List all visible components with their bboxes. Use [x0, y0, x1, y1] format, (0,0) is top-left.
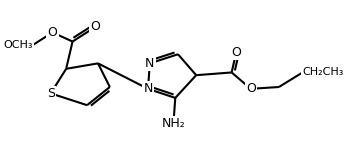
Text: O: O: [48, 26, 57, 39]
Text: NH₂: NH₂: [162, 117, 185, 130]
Text: OCH₃: OCH₃: [3, 40, 33, 50]
Text: O: O: [246, 82, 256, 95]
Text: S: S: [47, 87, 55, 100]
Text: CH₂CH₃: CH₂CH₃: [302, 67, 344, 77]
Text: O: O: [231, 46, 241, 59]
Text: O: O: [90, 20, 100, 33]
Text: N: N: [145, 57, 155, 70]
Text: N: N: [143, 82, 153, 95]
